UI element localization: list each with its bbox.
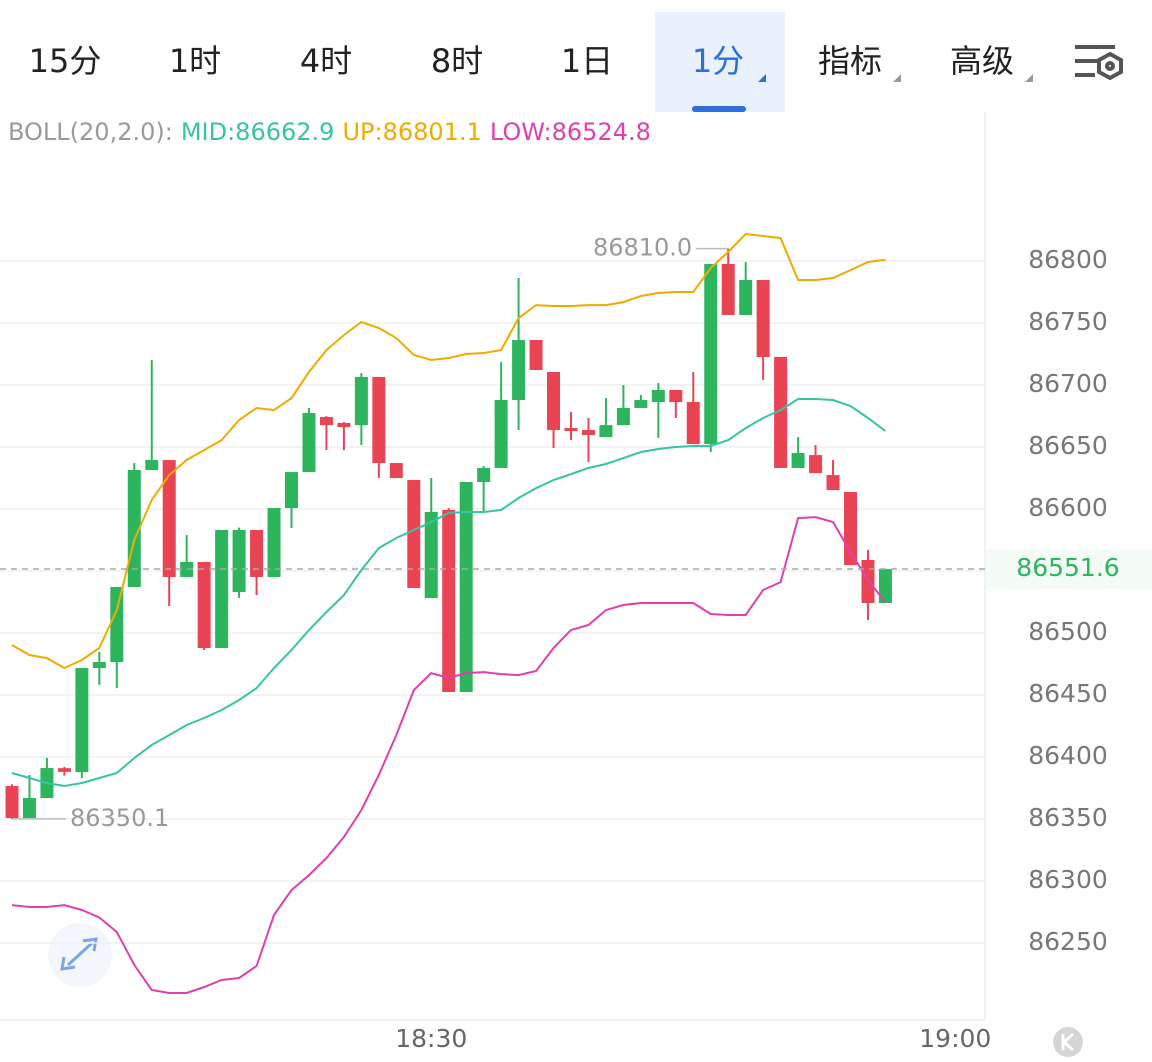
tab[interactable]: 高级 [950,42,1014,80]
candle-body [197,561,211,649]
candle-body [669,389,683,403]
dropdown-arrow [893,74,901,82]
candle-body [145,460,159,470]
dropdown-arrow [758,74,766,82]
grid [0,260,985,944]
candle-body [372,376,386,464]
y-tick-label: 86800 [1028,245,1108,274]
candle-body [459,481,473,693]
candle-body [547,372,561,431]
tab[interactable]: 8时 [431,42,483,80]
tab[interactable]: 1分 [692,42,744,80]
candle-body [809,455,823,474]
candle-body [774,357,788,468]
candle-body [75,667,89,773]
band-line [11,398,886,788]
candle-body [302,413,316,473]
candle-body [127,469,141,588]
candle-body [529,340,543,371]
candle-body [267,508,281,577]
y-tick-label: 86650 [1028,431,1108,460]
candle-body [5,786,19,819]
candle-body [704,264,718,445]
candle-body [180,561,194,577]
selected-tab-indicator [692,106,746,112]
candle-body [791,452,805,468]
labels: 8625086300863508640086450865008655086600… [8,118,1152,1053]
candle-body [477,467,491,482]
dropdown-arrow [1025,74,1033,82]
expand-button[interactable] [48,923,112,987]
x-tick-label: 18:30 [395,1024,467,1053]
y-tick-label: 86300 [1028,865,1108,894]
candle-body [634,400,648,408]
candle-body [337,422,351,428]
y-tick-label: 86600 [1028,493,1108,522]
candle-body [599,425,613,437]
band-legend: MID:86662.9 [181,118,335,146]
y-tick-label: 86250 [1028,927,1108,956]
k-button[interactable] [1053,1027,1083,1057]
candle-body [110,587,124,663]
candle-body [424,512,438,599]
band-legend: UP:86801.1 [342,118,481,146]
candle-body [57,768,71,772]
candle-body [564,428,578,432]
y-tick-label: 86350 [1028,803,1108,832]
y-tick-label: 86400 [1028,741,1108,770]
candle-body [319,417,333,426]
candle-body [215,529,229,649]
candle-body [826,475,840,491]
band-line [11,516,887,994]
indicator-name: BOLL(20,2.0): [8,118,173,146]
candle-body [616,407,630,426]
candle-body [232,529,246,592]
y-tick-label: 86500 [1028,617,1108,646]
y-tick-label: 86700 [1028,369,1108,398]
candle-body [721,264,735,315]
candle-body [494,400,508,468]
tab[interactable]: 指标 [818,42,882,80]
candle-body [162,460,176,577]
candle-body [843,492,857,566]
candle-body [686,402,700,445]
candle-body [512,340,526,401]
indicator-legend: BOLL(20,2.0): MID:86662.9 UP:86801.1 LOW:86… [8,118,651,146]
annotation: 86350.1 [70,804,169,832]
tab[interactable]: 4时 [300,42,352,80]
tab[interactable]: 1日 [561,42,613,80]
candle-body [651,389,665,403]
last-price-label: 86551.6 [1016,553,1119,582]
last-price-box [986,549,1152,590]
candle-body [250,529,264,577]
candle-body [354,376,368,426]
candle-body [389,463,403,479]
tab[interactable]: 1时 [169,42,221,80]
y-tick-label: 86450 [1028,679,1108,708]
y-tick-label: 86750 [1028,307,1108,336]
annotation: 86810.0 [593,234,692,262]
candle-body [581,430,595,436]
candle-body [756,280,770,358]
candle-body [92,662,106,668]
candle-body [284,472,298,509]
tab[interactable]: 15分 [29,42,102,80]
candle-body [407,480,421,589]
band-line [11,232,886,670]
x-tick-label: 19:00 [919,1024,991,1053]
plot [0,232,985,994]
settings-icon[interactable] [1075,45,1123,81]
selected-tab-bg [655,12,785,112]
candle-body [442,510,456,693]
candle-body [22,798,36,819]
band-legend: LOW:86524.8 [490,118,651,146]
candle-body [878,569,892,604]
candle-body [739,280,753,315]
